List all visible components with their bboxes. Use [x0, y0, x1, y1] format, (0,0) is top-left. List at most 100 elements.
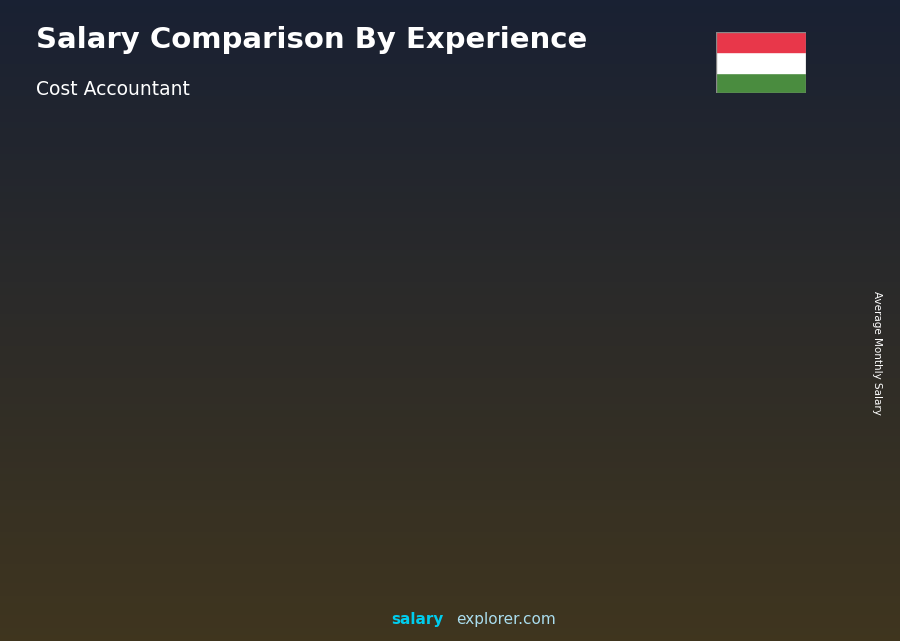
Bar — [199, 485, 268, 488]
Bar — [331, 332, 400, 337]
Bar — [199, 461, 268, 465]
Bar — [463, 229, 469, 557]
Bar — [596, 433, 665, 439]
Bar — [464, 278, 533, 283]
Bar — [199, 488, 268, 492]
Bar — [331, 328, 400, 332]
Bar — [596, 238, 665, 244]
Bar — [596, 309, 665, 315]
Bar — [331, 360, 400, 365]
Bar — [67, 524, 136, 526]
Bar — [464, 344, 533, 349]
Bar — [596, 545, 665, 551]
Bar — [331, 282, 400, 288]
Bar — [331, 355, 400, 360]
Bar — [728, 443, 797, 449]
Bar — [596, 504, 665, 510]
Bar — [464, 229, 533, 234]
Bar — [596, 291, 665, 297]
Bar — [67, 521, 136, 524]
Bar — [596, 320, 665, 326]
Bar — [331, 493, 400, 497]
Text: +8%: +8% — [538, 151, 591, 171]
Bar — [67, 531, 136, 534]
Bar — [596, 469, 665, 474]
Bar — [331, 282, 400, 287]
Bar — [67, 415, 136, 417]
Bar — [464, 240, 533, 245]
Bar — [728, 449, 797, 456]
Bar — [464, 365, 533, 371]
Bar — [464, 272, 533, 278]
Bar — [464, 333, 533, 338]
Bar — [199, 417, 268, 420]
Bar — [67, 500, 136, 503]
Bar — [728, 322, 797, 329]
Bar — [728, 487, 797, 494]
Bar — [67, 547, 136, 549]
Bar — [67, 516, 136, 519]
Bar — [596, 232, 665, 238]
Bar — [464, 300, 533, 305]
Bar — [596, 386, 665, 392]
Bar — [728, 437, 797, 443]
Bar — [596, 244, 665, 249]
Bar — [67, 451, 136, 454]
Bar — [464, 283, 533, 289]
Bar — [67, 462, 136, 464]
Bar — [596, 540, 665, 545]
Bar — [331, 378, 400, 383]
Bar — [596, 528, 665, 533]
Bar — [331, 534, 400, 539]
Bar — [331, 365, 400, 369]
Bar — [199, 385, 268, 389]
Bar — [464, 399, 533, 404]
Bar — [67, 474, 136, 477]
Bar — [464, 497, 533, 503]
Bar — [67, 467, 136, 469]
Bar — [331, 539, 400, 544]
Bar — [464, 453, 533, 459]
Bar — [67, 446, 136, 449]
Bar — [728, 202, 797, 208]
Bar — [527, 229, 533, 557]
Bar — [199, 403, 268, 406]
Bar — [464, 338, 533, 344]
Text: 342,000 HUF: 342,000 HUF — [321, 256, 410, 271]
Bar — [464, 360, 533, 365]
Bar — [199, 451, 268, 454]
Bar — [199, 399, 268, 403]
Bar — [596, 362, 665, 368]
Bar — [67, 404, 136, 407]
Bar — [728, 538, 797, 544]
Bar — [464, 437, 533, 442]
Bar — [728, 176, 797, 183]
Bar — [464, 535, 533, 541]
Bar — [464, 481, 533, 486]
Bar — [67, 410, 136, 412]
Text: explorer.com: explorer.com — [456, 612, 556, 627]
Bar — [199, 389, 268, 392]
Bar — [67, 417, 136, 420]
Bar — [596, 226, 665, 232]
Bar — [199, 365, 268, 369]
Bar — [728, 360, 797, 367]
Bar — [331, 300, 400, 305]
Text: 256,000 HUF: 256,000 HUF — [188, 326, 278, 340]
Bar — [728, 462, 797, 469]
Bar — [596, 350, 665, 356]
Bar — [728, 233, 797, 240]
Bar — [596, 379, 665, 386]
Bar — [67, 519, 136, 521]
Bar — [199, 523, 268, 526]
Bar — [464, 541, 533, 546]
Text: 441,000 HUF: 441,000 HUF — [586, 177, 676, 191]
Bar — [67, 492, 136, 495]
Bar — [199, 375, 268, 379]
Bar — [464, 503, 533, 508]
Bar — [464, 431, 533, 437]
Bar — [331, 452, 400, 456]
Bar — [728, 253, 797, 259]
Text: Cost Accountant: Cost Accountant — [36, 80, 190, 99]
Text: 473,000 HUF: 473,000 HUF — [718, 151, 808, 165]
